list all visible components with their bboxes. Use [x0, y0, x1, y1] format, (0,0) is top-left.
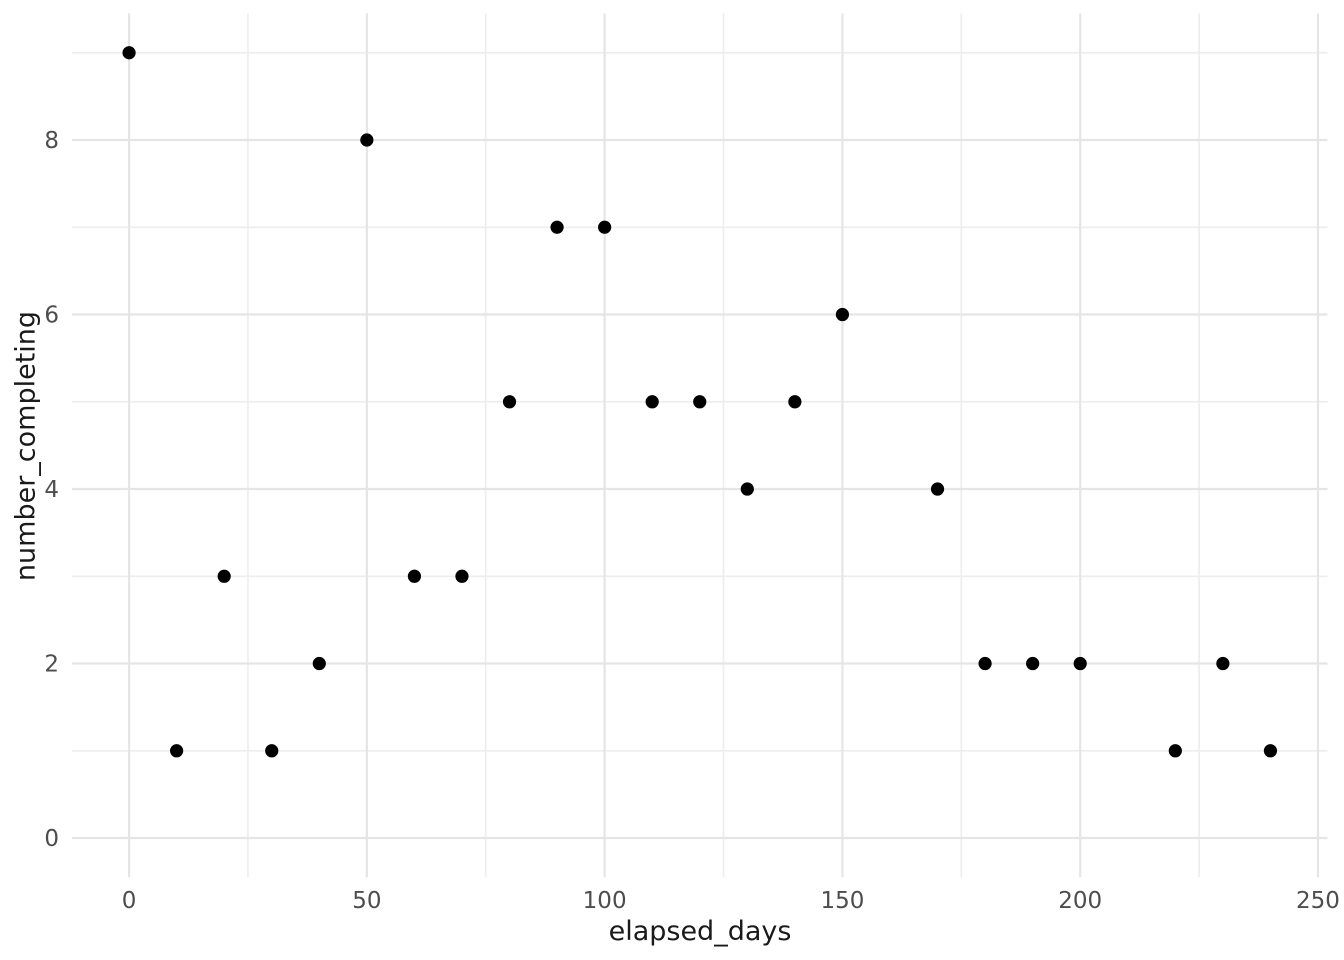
data-point [693, 395, 707, 409]
data-point [645, 395, 659, 409]
data-point [312, 656, 326, 671]
data-point [740, 482, 754, 496]
data-point [122, 46, 136, 60]
y-tick-label: 8 [44, 128, 59, 154]
y-axis-title: number_completing [10, 310, 42, 582]
plot-panel [72, 13, 1328, 878]
x-tick-label: 0 [122, 888, 137, 914]
data-point [502, 395, 517, 409]
y-tick-label: 6 [44, 303, 59, 329]
data-point [360, 133, 374, 147]
data-point [598, 220, 612, 234]
x-tick-label: 150 [820, 888, 864, 914]
data-point [788, 395, 802, 409]
data-point [1168, 744, 1182, 758]
data-point [1263, 744, 1278, 758]
data-point [1073, 656, 1087, 671]
data-point [217, 569, 231, 583]
data-point [455, 569, 469, 583]
data-point [407, 569, 422, 583]
y-tick-label: 2 [44, 652, 59, 678]
y-tick-label: 4 [44, 477, 59, 503]
data-point [930, 482, 945, 496]
x-tick-label: 100 [583, 888, 627, 914]
data-point [1216, 656, 1230, 671]
x-tick-label: 200 [1058, 888, 1102, 914]
data-point [550, 220, 564, 234]
x-tick-label: 50 [352, 888, 381, 914]
x-axis-title: elapsed_days [608, 916, 792, 947]
y-tick-label: 0 [44, 826, 59, 852]
x-tick-label: 250 [1296, 888, 1340, 914]
data-point [265, 744, 279, 758]
data-point [835, 307, 850, 322]
data-point [978, 656, 992, 671]
data-point [1026, 656, 1040, 671]
data-point [170, 744, 184, 758]
